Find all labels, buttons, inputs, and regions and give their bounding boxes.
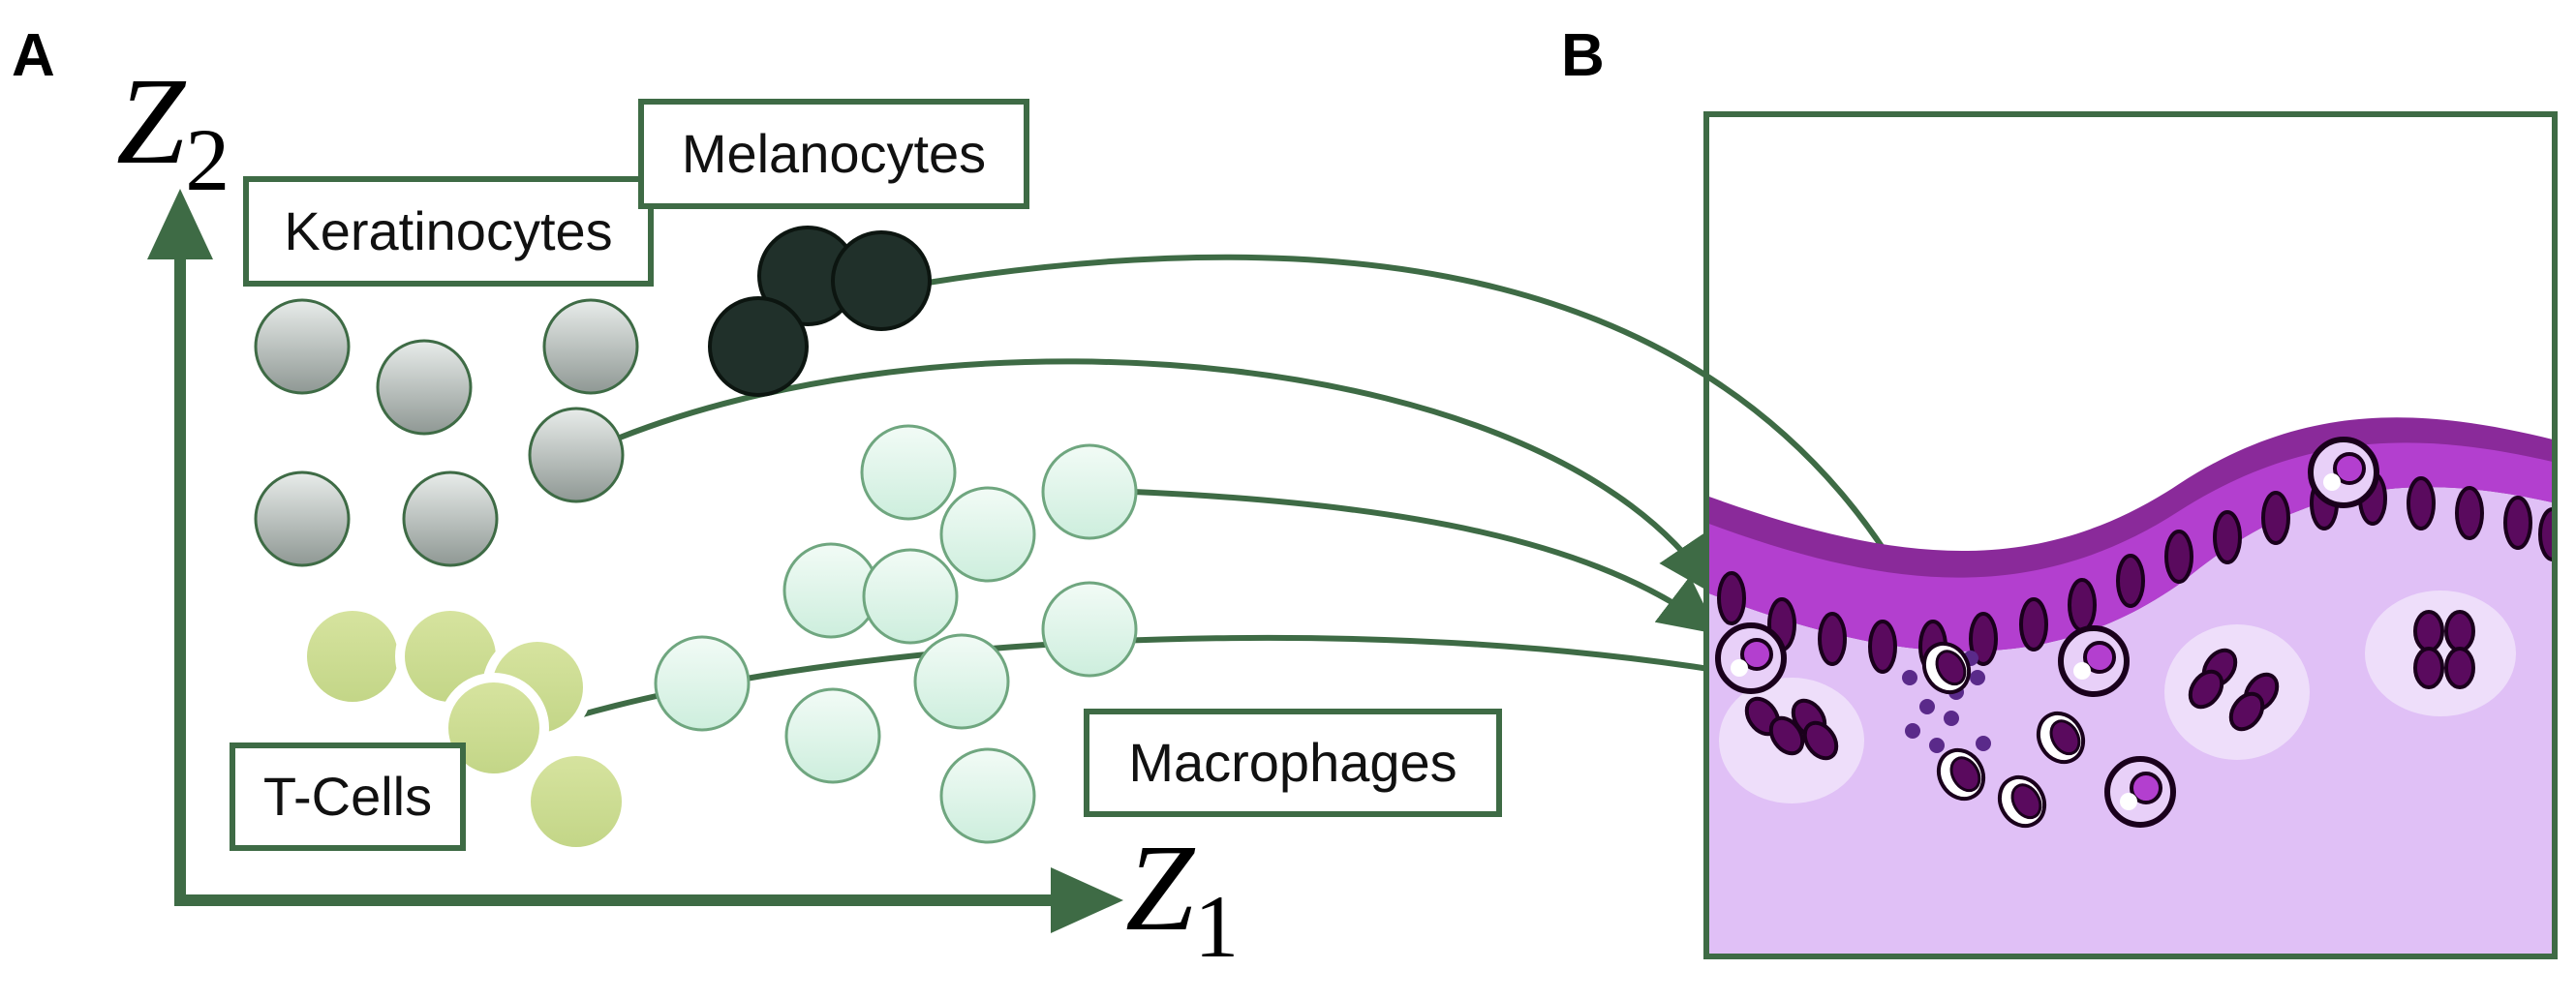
panel-b-frame (1703, 111, 2558, 959)
macrophage-cluster (654, 424, 1138, 844)
keratinocyte-cell (542, 298, 639, 395)
tissue-melanocytes (1921, 641, 2086, 829)
macrophage-cell (1041, 443, 1138, 540)
macrophage-cell (1041, 581, 1138, 678)
macrophage-cell (654, 635, 751, 732)
t-cell-cluster (297, 601, 631, 857)
macrophage-cell (860, 424, 957, 521)
arrow-macrophages (1132, 489, 1719, 635)
keratinocyte-cell (402, 470, 499, 567)
label-melanocytes: Melanocytes (638, 99, 1029, 209)
macrophage-cell (862, 548, 959, 645)
tissue-section (1706, 417, 2555, 956)
keratinocyte-cell (376, 339, 473, 436)
label-t-cells: T-Cells (230, 742, 466, 851)
arrow-melanocytes (927, 254, 1939, 645)
melanocyte-cell (708, 296, 809, 397)
dermal-cluster (2365, 591, 2516, 716)
label-macrophages-text: Macrophages (1128, 732, 1457, 793)
label-macrophages: Macrophages (1084, 709, 1502, 817)
basal-nuclei (1717, 471, 2555, 674)
axes (147, 189, 1123, 933)
x-axis-arrowhead (1051, 867, 1123, 933)
y-axis-arrowhead (147, 189, 213, 259)
dermal-cluster (2164, 624, 2310, 760)
label-melanocytes-text: Melanocytes (682, 123, 986, 184)
t-cell (439, 673, 549, 783)
label-keratinocytes: Keratinocytes (243, 176, 654, 287)
keratinocyte-cell (254, 298, 351, 395)
macrophage-cell (784, 687, 881, 784)
arrow-keratinocytes (618, 358, 1716, 595)
t-cell (521, 746, 631, 857)
keratinocyte-cell (528, 407, 625, 503)
y-axis-label: Z2 (116, 52, 230, 209)
t-cell (297, 601, 408, 712)
panel-a-letter: A (12, 22, 55, 89)
macrophage-cell (939, 486, 1036, 583)
label-t-cells-text: T-Cells (263, 766, 432, 827)
melanocyte-cell (831, 230, 932, 331)
melanocyte-cluster (708, 226, 932, 397)
macrophage-cell (939, 747, 1036, 844)
keratinocyte-cell (254, 470, 351, 567)
label-keratinocytes-text: Keratinocytes (284, 200, 612, 261)
dermal-cluster (1719, 678, 1864, 803)
keratinocyte-cluster (254, 298, 639, 567)
dermis-layer (1706, 440, 2555, 956)
macrophage-cell (913, 633, 1010, 730)
panel-b-letter: B (1561, 22, 1605, 89)
x-axis-label: Z1 (1125, 819, 1239, 976)
tissue-t-cells (1715, 437, 2379, 828)
